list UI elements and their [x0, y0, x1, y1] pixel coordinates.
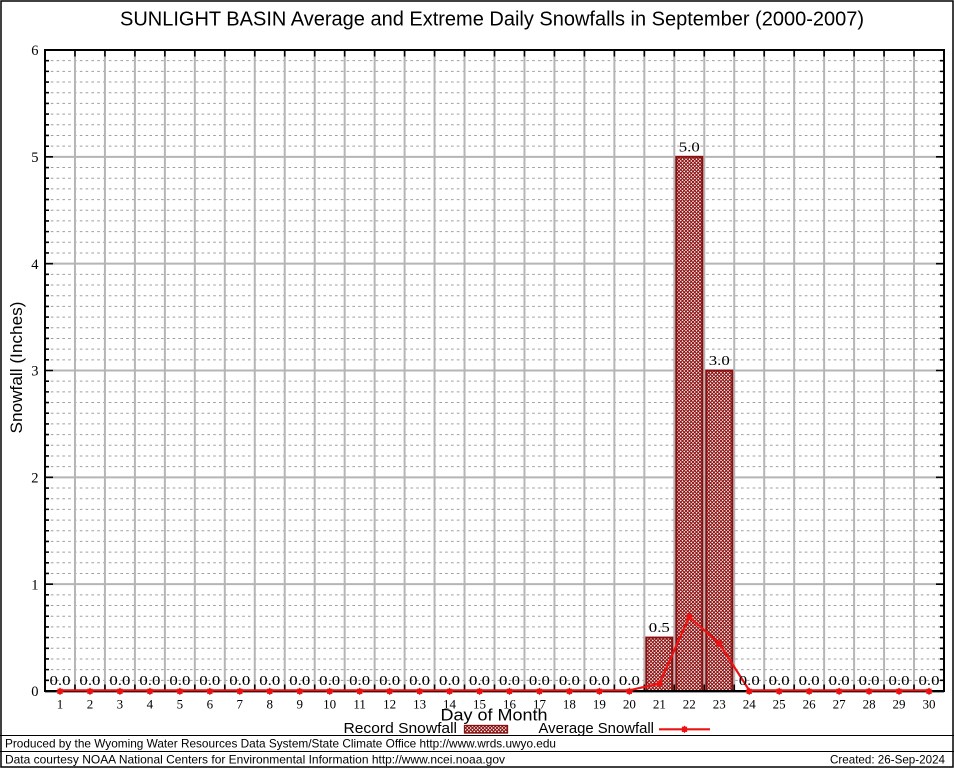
svg-text:13: 13 [413, 697, 426, 712]
svg-text:Record Snowfall: Record Snowfall [344, 721, 458, 737]
svg-text:Data courtesy NOAA National Ce: Data courtesy NOAA National Centers for … [5, 753, 505, 767]
svg-text:3: 3 [31, 364, 38, 380]
svg-text:8: 8 [267, 697, 274, 712]
svg-text:Snowfall (Inches): Snowfall (Inches) [8, 302, 26, 434]
svg-text:0.0: 0.0 [379, 674, 400, 689]
svg-text:29: 29 [893, 697, 906, 712]
svg-text:0.0: 0.0 [409, 674, 430, 689]
svg-text:30: 30 [923, 697, 936, 712]
svg-text:4: 4 [147, 697, 154, 712]
svg-text:17: 17 [533, 697, 547, 712]
svg-text:5: 5 [177, 697, 184, 712]
svg-text:0.0: 0.0 [229, 674, 250, 689]
svg-text:0.0: 0.0 [289, 674, 310, 689]
svg-text:6: 6 [207, 697, 214, 712]
svg-text:22: 22 [683, 697, 696, 712]
svg-text:0.0: 0.0 [889, 674, 910, 689]
svg-text:0.0: 0.0 [109, 674, 130, 689]
svg-text:0.5: 0.5 [649, 621, 670, 636]
svg-text:0.0: 0.0 [859, 674, 880, 689]
svg-text:Day of Month: Day of Month [441, 707, 548, 725]
svg-text:14: 14 [443, 697, 457, 712]
svg-text:0.0: 0.0 [49, 674, 70, 689]
svg-text:0.0: 0.0 [139, 674, 160, 689]
svg-text:0.0: 0.0 [79, 674, 100, 689]
svg-text:SUNLIGHT BASIN Average and Ext: SUNLIGHT BASIN Average and Extreme Daily… [120, 9, 864, 31]
svg-text:0.0: 0.0 [439, 674, 460, 689]
svg-text:0.0: 0.0 [589, 674, 610, 689]
svg-text:2: 2 [31, 471, 38, 487]
svg-text:0.0: 0.0 [619, 674, 640, 689]
svg-text:0.0: 0.0 [769, 674, 790, 689]
svg-text:19: 19 [593, 697, 606, 712]
svg-text:26: 26 [803, 697, 817, 712]
svg-text:Average Snowfall: Average Snowfall [539, 721, 655, 737]
svg-text:0.0: 0.0 [499, 674, 520, 689]
svg-text:24: 24 [743, 697, 757, 712]
svg-text:27: 27 [833, 697, 847, 712]
svg-text:3.0: 3.0 [709, 354, 730, 369]
svg-text:0.0: 0.0 [319, 674, 340, 689]
svg-text:7: 7 [237, 697, 244, 712]
svg-text:0.0: 0.0 [259, 674, 280, 689]
svg-text:21: 21 [653, 697, 666, 712]
svg-text:2: 2 [87, 697, 94, 712]
svg-text:0.0: 0.0 [799, 674, 820, 689]
svg-text:16: 16 [503, 697, 517, 712]
svg-text:20: 20 [623, 697, 636, 712]
svg-text:Produced by the Wyoming Water: Produced by the Wyoming Water Resources … [5, 737, 556, 751]
svg-text:10: 10 [323, 697, 336, 712]
svg-text:0.0: 0.0 [349, 674, 370, 689]
svg-text:Created: 26-Sep-2024: Created: 26-Sep-2024 [830, 753, 945, 767]
svg-text:0.0: 0.0 [529, 674, 550, 689]
svg-text:0.0: 0.0 [919, 674, 940, 689]
svg-text:3: 3 [117, 697, 124, 712]
svg-text:0.0: 0.0 [739, 674, 760, 689]
svg-text:0.0: 0.0 [199, 674, 220, 689]
svg-text:0.0: 0.0 [829, 674, 850, 689]
svg-text:18: 18 [563, 697, 576, 712]
svg-text:25: 25 [773, 697, 786, 712]
svg-text:28: 28 [863, 697, 876, 712]
svg-text:0.0: 0.0 [469, 674, 490, 689]
svg-text:12: 12 [383, 697, 396, 712]
svg-text:9: 9 [296, 697, 303, 712]
svg-text:5: 5 [31, 150, 38, 166]
svg-text:0: 0 [31, 684, 38, 700]
svg-text:0.0: 0.0 [169, 674, 190, 689]
svg-text:15: 15 [473, 697, 486, 712]
svg-text:1: 1 [57, 697, 64, 712]
svg-text:11: 11 [353, 697, 366, 712]
svg-text:6: 6 [31, 43, 38, 59]
svg-text:5.0: 5.0 [679, 140, 700, 155]
svg-text:23: 23 [713, 697, 726, 712]
svg-text:4: 4 [31, 257, 39, 273]
svg-text:0.0: 0.0 [559, 674, 580, 689]
svg-text:1: 1 [31, 577, 38, 593]
